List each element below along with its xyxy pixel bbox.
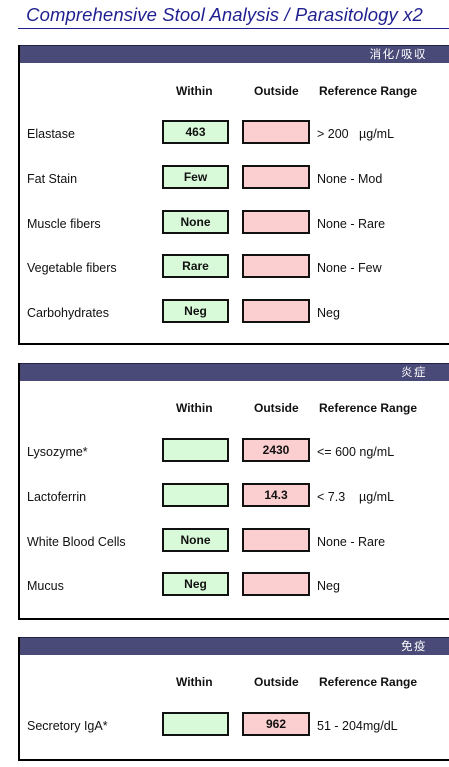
column-header-within: Within <box>176 675 213 689</box>
within-value-box: Neg <box>162 572 229 596</box>
reference-range: <= 600 ng/mL <box>317 445 395 459</box>
row-label: Vegetable fibers <box>27 261 117 275</box>
outside-value-box <box>242 572 310 596</box>
reference-range: None - Mod <box>317 172 383 186</box>
row-label: Lysozyme* <box>27 445 88 459</box>
outside-value-box: 14.3 <box>242 483 310 507</box>
within-value-box: None <box>162 210 229 234</box>
column-header-reference: Reference Range <box>319 84 418 98</box>
reference-range: < 7.3 µg/mL <box>317 490 395 504</box>
column-header-within: Within <box>176 84 213 98</box>
column-header-outside: Outside <box>254 401 299 415</box>
column-header-reference: Reference Range <box>319 675 418 689</box>
reference-range: > 200 µg/mL <box>317 127 395 141</box>
reference-range: Neg <box>317 306 340 320</box>
within-value-box <box>162 483 229 507</box>
reference-range: None - Few <box>317 261 382 275</box>
within-value-box: Rare <box>162 254 229 278</box>
within-value-box: None <box>162 528 229 552</box>
within-value-box: Few <box>162 165 229 189</box>
within-value-box: Neg <box>162 299 229 323</box>
outside-value-box <box>242 210 310 234</box>
row-label: Secretory IgA* <box>27 719 108 733</box>
row-label: Fat Stain <box>27 172 78 186</box>
row-label: Lactoferrin <box>27 490 87 504</box>
reference-range: None - Rare <box>317 217 386 231</box>
row-label: Elastase <box>27 127 75 141</box>
outside-value-box <box>242 165 310 189</box>
within-value-box <box>162 438 229 462</box>
outside-value-box: 2430 <box>242 438 310 462</box>
column-header-outside: Outside <box>254 675 299 689</box>
row-label: Muscle fibers <box>27 217 101 231</box>
title-underline <box>18 28 449 29</box>
page-title: Comprehensive Stool Analysis / Parasitol… <box>26 4 423 25</box>
row-label: Mucus <box>27 579 64 593</box>
section-inflammation: 炎症 Within Outside Reference Range Lysozy… <box>18 363 449 620</box>
outside-value-box <box>242 528 310 552</box>
column-header-reference: Reference Range <box>319 401 418 415</box>
row-label: White Blood Cells <box>27 535 126 549</box>
outside-value-box <box>242 299 310 323</box>
reference-range: None - Rare <box>317 535 386 549</box>
reference-range: Neg <box>317 579 340 593</box>
outside-value-box <box>242 120 310 144</box>
reference-range: 51 - 204mg/dL <box>317 719 398 733</box>
section-heading: 炎症 <box>20 363 449 381</box>
section-digestion: 消化/吸収 Within Outside Reference Range Ela… <box>18 45 449 345</box>
section-heading: 消化/吸収 <box>20 45 449 63</box>
section-immunity: 免疫 Within Outside Reference Range Secret… <box>18 637 449 761</box>
row-label: Carbohydrates <box>27 306 109 320</box>
outside-value-box: 962 <box>242 712 310 736</box>
within-value-box <box>162 712 229 736</box>
outside-value-box <box>242 254 310 278</box>
column-header-outside: Outside <box>254 84 299 98</box>
section-heading: 免疫 <box>20 637 449 655</box>
column-header-within: Within <box>176 401 213 415</box>
within-value-box: 463 <box>162 120 229 144</box>
